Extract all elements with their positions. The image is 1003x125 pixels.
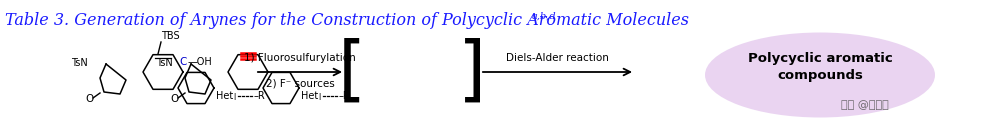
Text: TsN: TsN — [156, 58, 173, 68]
Ellipse shape — [704, 32, 934, 117]
Text: [: [ — [338, 38, 366, 106]
Text: ]: ] — [457, 38, 485, 106]
Text: TsN: TsN — [71, 58, 88, 68]
Text: –R: –R — [254, 91, 266, 101]
Text: a,b,d: a,b,d — [532, 12, 556, 21]
Text: 2) F⁻ sources: 2) F⁻ sources — [266, 79, 334, 89]
Text: 头条 @化学加: 头条 @化学加 — [841, 100, 888, 110]
Text: I: I — [318, 93, 320, 102]
Text: Polycyclic aromatic
compounds: Polycyclic aromatic compounds — [747, 52, 892, 82]
Text: 1) Fluorosulfurylation: 1) Fluorosulfurylation — [244, 53, 355, 63]
Text: Diels-Alder reaction: Diels-Alder reaction — [506, 53, 609, 63]
Text: I: I — [233, 93, 235, 102]
Text: O: O — [86, 94, 94, 104]
Text: O: O — [171, 94, 179, 104]
Text: –R: –R — [339, 91, 350, 101]
Text: C: C — [179, 57, 187, 67]
Text: —OH: —OH — [188, 57, 213, 67]
Text: Het: Het — [301, 91, 318, 101]
Text: Het: Het — [216, 91, 233, 101]
Text: Table 3. Generation of Arynes for the Construction of Polycyclic Aromatic Molecu: Table 3. Generation of Arynes for the Co… — [5, 12, 688, 29]
Text: TBS: TBS — [160, 31, 180, 41]
